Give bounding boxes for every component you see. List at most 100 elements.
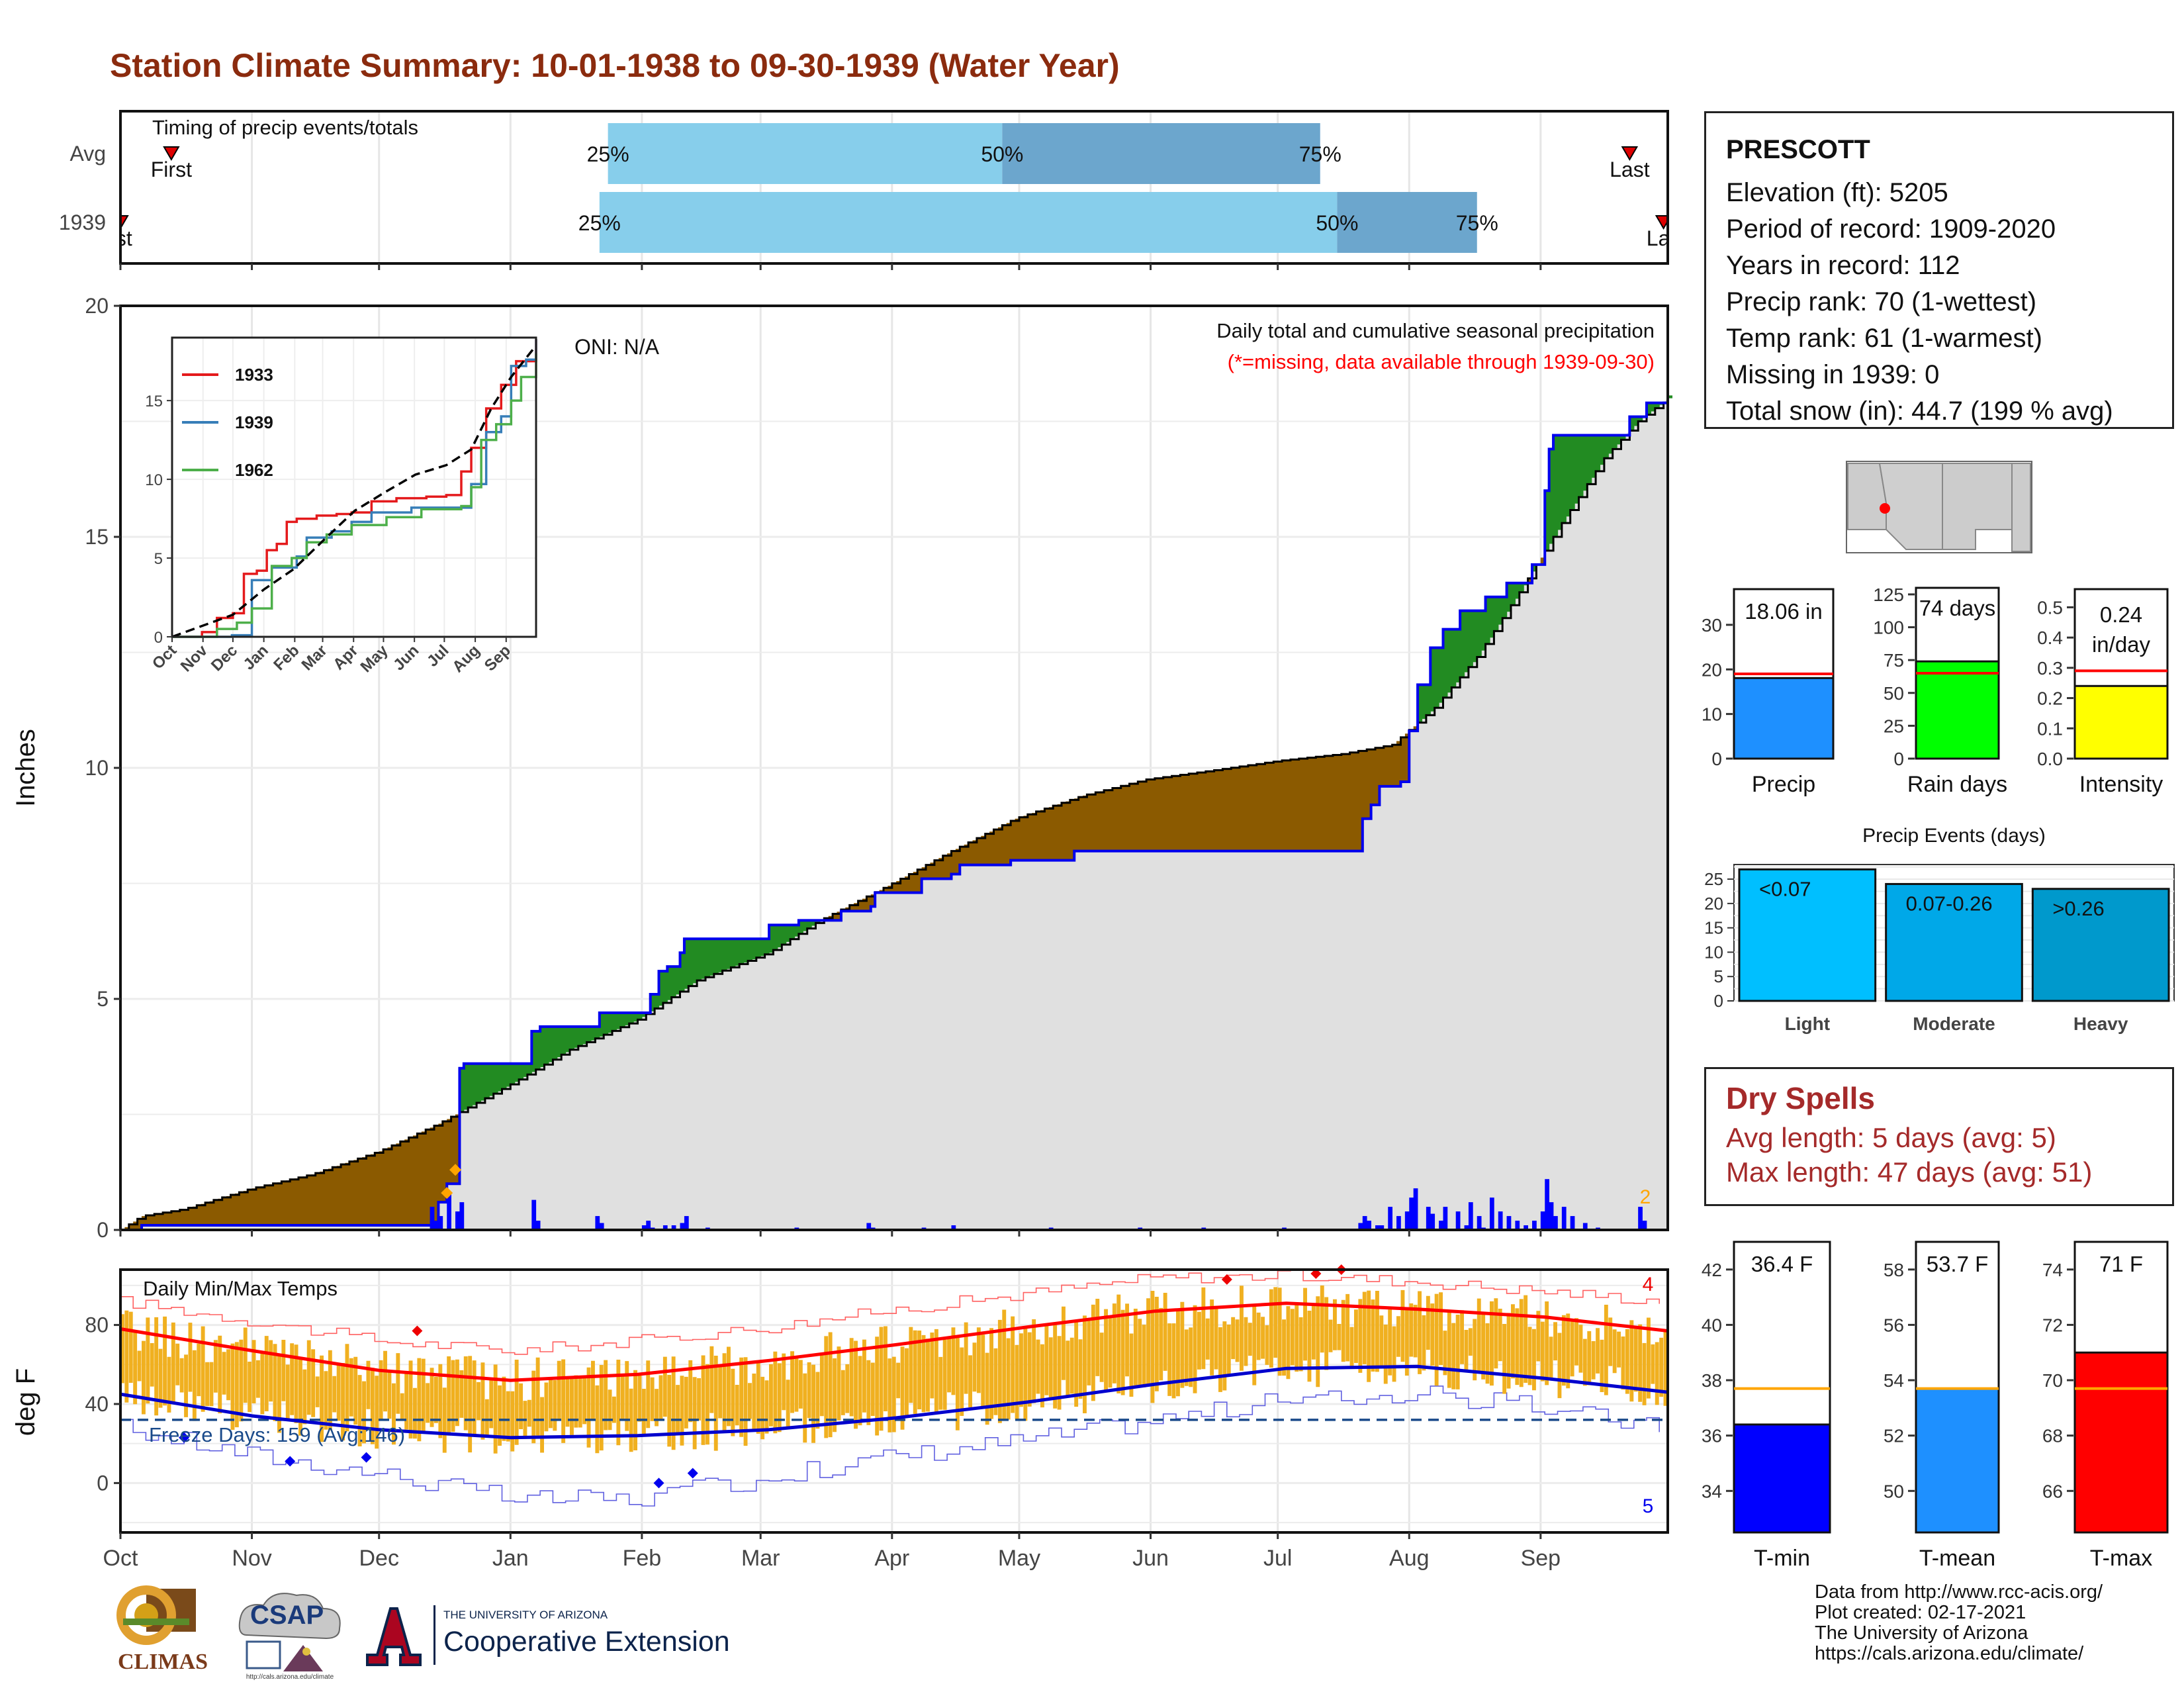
dry-spells-avg: Avg length: 5 days (avg: 5) [1726, 1122, 2056, 1153]
first-event-label: First [151, 158, 192, 181]
rain-days-chart: 0 25 50 75 100 125 74 days Rain days [1873, 585, 2007, 797]
station-missing: Missing in 1939: 0 [1726, 360, 1940, 389]
precip-daily-bar [1549, 1202, 1554, 1230]
precip-daily-bar [646, 1221, 651, 1230]
precip-daily-bar [1464, 1225, 1469, 1230]
month-label: Feb [623, 1546, 662, 1571]
inset-ytick-label: 5 [154, 550, 163, 568]
timing-title: Timing of precip events/totals [152, 116, 418, 139]
record-low-count: 5 [1643, 1495, 1654, 1517]
precip-daily-bar [866, 1223, 872, 1230]
intensity-ytick-label: 0.5 [2037, 597, 2063, 618]
precip-events-ytick-label: 0 [1714, 991, 1723, 1011]
location-map [1846, 461, 2032, 553]
precip-daily-bar [680, 1223, 685, 1230]
tmin-xlabel: T-min [1754, 1546, 1810, 1571]
timing-75-label: 75% [1299, 142, 1342, 166]
station-years: Years in record: 112 [1726, 251, 1960, 280]
intensity-value-unit: in/day [2092, 632, 2151, 657]
intensity-value-label: 0.24 [2100, 602, 2142, 627]
precip-total-ytick-label: 10 [1702, 704, 1722, 725]
timing-row-label: 1939 [59, 211, 106, 234]
precip-daily-bar [641, 1225, 647, 1230]
timing-bar-25-50 [599, 192, 1338, 253]
inset-average-line [171, 344, 537, 638]
station-temp-rank: Temp rank: 61 (1-warmest) [1726, 324, 2042, 353]
precip-events-ytick-label: 15 [1704, 918, 1723, 938]
rain-days-ytick-label: 100 [1873, 618, 1904, 638]
precip-daily-bar [1540, 1211, 1545, 1230]
precip-daily-bar [1468, 1202, 1473, 1230]
precip-daily-bar [1413, 1188, 1418, 1230]
precip-daily-bar [1570, 1216, 1575, 1230]
month-label: Jan [492, 1546, 529, 1571]
precip-total-ytick-label: 20 [1702, 659, 1722, 680]
timing-row-label: Avg [69, 142, 106, 165]
precip-daily-bar [1362, 1216, 1367, 1230]
tmax-xlabel: T-max [2090, 1546, 2152, 1571]
precip-events-title: Precip Events (days) [1862, 825, 2046, 847]
precip-events-ytick-label: 25 [1704, 869, 1723, 889]
timing-25-label: 25% [587, 142, 629, 166]
precip-total-xlabel: Precip [1752, 772, 1815, 797]
record-low-marker [179, 1432, 190, 1443]
month-label: Oct [103, 1546, 138, 1571]
month-label: Dec [359, 1546, 398, 1571]
timing-panel: 25%50%75%FirstLastAvg25%50%75%rstLas1939… [0, 109, 1709, 270]
precip-ytick-label: 5 [97, 987, 109, 1011]
record-low-marker [653, 1477, 664, 1489]
tmin-value-bar [1733, 1423, 1831, 1534]
intensity-chart: 0.0 0.1 0.2 0.3 0.4 0.5 0.24 in/day Intensity [2037, 588, 2169, 797]
tmean-value-label: 53.7 F [1927, 1252, 1989, 1276]
precip-daily-bar [1545, 1179, 1550, 1230]
precip-daily-bar [1642, 1221, 1647, 1230]
precip-events-bar [2031, 888, 2170, 1002]
precip-daily-bar [1582, 1223, 1588, 1230]
timing-bar-25-50 [608, 123, 1003, 184]
record-high-marker [1221, 1274, 1232, 1285]
precip-daily-bar [1553, 1216, 1558, 1230]
month-label: Nov [232, 1546, 271, 1571]
precip-daily-bar [1532, 1221, 1537, 1230]
record-high-count: 4 [1643, 1274, 1654, 1295]
timing-right-mask [1669, 109, 1709, 266]
precip-daily-bar [1396, 1216, 1401, 1230]
map-region-tx [2011, 463, 2031, 552]
tmax-chart: 66 68 70 72 74 71 F T-max [2042, 1241, 2169, 1571]
tmax-ytick-label: 66 [2042, 1481, 2063, 1501]
oni-label: ONI: N/A [574, 335, 660, 359]
precip-events-chart: <0.07 Light 0.07-0.26 Moderate >0.26 Heavy 0 5 1… [1704, 825, 2175, 1034]
page-title: Station Climate Summary: 10-01-1938 to 0… [110, 47, 1120, 84]
month-label: Jul [1263, 1546, 1292, 1571]
csap-logo-text: CSAP [250, 1601, 324, 1630]
month-label: Apr [874, 1546, 909, 1571]
csap-logo: CSAP http://cals.arizona.edu/climate [230, 1589, 349, 1688]
tmax-value-label: 71 F [2099, 1252, 2143, 1276]
temps-panel: 0 40 80 Oct Nov Dec Jan Feb Mar Apr May Jun Jul Aug Se… [11, 1264, 1669, 1571]
tmin-ytick-label: 38 [1702, 1370, 1722, 1391]
dry-spells-title: Dry Spells [1726, 1081, 1875, 1115]
timing-frame [119, 110, 1669, 265]
precip-daily-bar [438, 1216, 443, 1230]
rain-days-value-bar [1915, 660, 2000, 760]
record-max-line [120, 1269, 1660, 1355]
snow-count-label: 2 [1640, 1186, 1651, 1208]
inset-ytick-label: 15 [145, 393, 163, 410]
record-min-line [120, 1385, 1660, 1507]
tmin-value-label: 36.4 F [1751, 1252, 1813, 1276]
tmin-ytick-label: 36 [1702, 1426, 1722, 1446]
precip-events-ytick-label: 10 [1704, 942, 1723, 962]
precip-daily-bar [1404, 1211, 1410, 1230]
inset-legend-label: 1939 [235, 412, 273, 432]
precip-events-ytick-label: 20 [1704, 894, 1723, 914]
precip-daily-bar [662, 1225, 668, 1230]
tmean-ytick-label: 54 [1884, 1370, 1904, 1391]
precip-cumulative-1939-line [120, 395, 1669, 1231]
precip-ytick-label: 20 [85, 294, 109, 318]
precip-daily-bar [459, 1202, 465, 1230]
freeze-days-label: Freeze Days: 159 (Avg:146) [149, 1423, 405, 1446]
timing-25-label: 25% [578, 211, 621, 235]
precip-daily-bar [1455, 1211, 1461, 1230]
ua-logo-big: Cooperative Extension [443, 1626, 730, 1658]
precip-daily-bar [599, 1223, 604, 1230]
